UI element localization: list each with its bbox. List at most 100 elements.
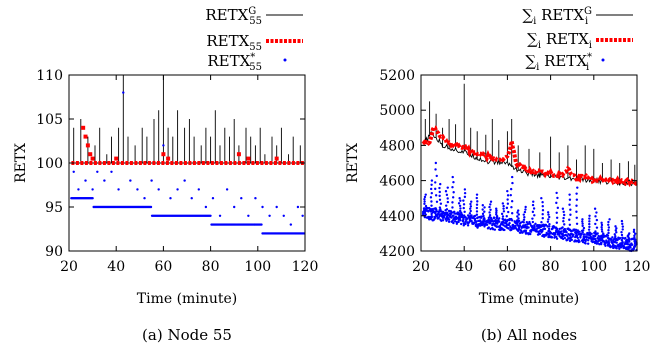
panel-b-series-2-spike-point: [516, 209, 520, 212]
panel-a-series-2-outlier: [289, 223, 293, 226]
panel-b-series-2-spike-point: [510, 175, 514, 179]
panel-b-series-2-point: [560, 230, 563, 233]
panel-b-series-2-spike-point: [621, 222, 624, 226]
panel-b-series-2-spike-point: [581, 220, 584, 223]
panel-b-xtick-label-2: 60: [498, 259, 516, 275]
panel-b-series-2-spike-point: [614, 229, 617, 232]
panel-b-series-2-spike-point: [494, 218, 497, 222]
panel-b-series-2-spike-point: [423, 202, 426, 206]
panel-b-series-2-spike-point: [482, 214, 485, 218]
panel-b-series-2-spike-point: [476, 200, 479, 203]
panel-a-series-1-bump-7: [166, 156, 171, 161]
panel-b-series-2-spike-point: [517, 217, 520, 220]
panel-b-series-2-spike-point: [489, 203, 492, 206]
panel-a-xtick-label-4: 100: [244, 259, 271, 275]
panel-a-series-2-point: [149, 205, 153, 209]
panel-a-series-2-outlier: [268, 214, 271, 217]
panel-b-series-2-point: [624, 236, 627, 240]
panel-b-series-2-spike-point: [594, 215, 597, 218]
panel-b-series-2-spike-point: [531, 210, 535, 214]
panel-b-series-2-spike-point: [575, 210, 578, 213]
panel-b-series-2-spike-point: [568, 193, 571, 196]
panel-b-series-2-point: [428, 206, 431, 210]
panel-b-series-2-spike-point: [506, 189, 509, 193]
panel-b-series-2-spike-point: [483, 206, 486, 209]
panel-b-series-2-spike-point: [555, 221, 559, 224]
panel-b-series-2-point: [514, 224, 517, 228]
panel-b-series-2-spike-point: [555, 211, 558, 215]
legend-b-swatch-3: [601, 58, 605, 62]
panel-b-series-2-spike-point: [489, 200, 493, 203]
panel-b-series-2-spike-point: [452, 191, 455, 194]
panel-b-series-2-spike-point: [516, 223, 519, 226]
panel-b-series-2-spike-point: [595, 226, 599, 229]
panel-b-series-2-spike-point: [532, 200, 535, 203]
panel-b-series-2-spike-point: [475, 206, 479, 210]
panel-b-series-2-spike-point: [500, 212, 504, 216]
panel-b-series-2-spike-point: [469, 219, 472, 222]
legend-a-entry-3: RETX* 55: [207, 52, 262, 73]
panel-b-series-2-spike-point: [438, 186, 441, 190]
panel-b-series-2-point: [452, 214, 455, 217]
panel-b-series-2-spike-point: [509, 218, 513, 221]
panel-b-series-2-spike-point: [495, 209, 498, 212]
panel-b-series-2-spike-point: [439, 214, 443, 217]
panel-b-series-2-spike-point: [488, 219, 492, 222]
panel-b-series-2-spike-point: [431, 208, 434, 212]
panel-b-series-2-spike-point: [575, 198, 579, 201]
panel-b-series-2-point: [566, 235, 569, 238]
panel-b-caption: (b) All nodes: [481, 326, 577, 344]
panel-b-series-2-spike-point: [568, 223, 572, 226]
panel-b-series-2-spike-point: [501, 215, 505, 218]
panel-b-series-2-spike-point: [531, 203, 535, 207]
panel-b-series-2-spike-point: [547, 227, 551, 231]
panel-b-series-2-point: [604, 244, 607, 247]
panel-b-series-2-spike-point: [470, 200, 473, 203]
panel-b-series-2-spike-point: [613, 233, 616, 236]
panel-a-caption: (a) Node 55: [142, 326, 232, 344]
panel-b-xtick-label-1: 40: [455, 259, 473, 275]
panel-b-series-2-spike-point: [576, 186, 579, 189]
panel-b-data: [421, 83, 639, 253]
panel-b-series-2-spike-point: [488, 211, 491, 214]
panel-b-series-2-spike-point: [607, 223, 610, 226]
panel-b-series-2-spike-point: [446, 197, 449, 200]
panel-b-series-2-spike-point: [581, 222, 584, 225]
panel-b-series-2-spike-point: [522, 218, 526, 221]
panel-b-series-2-spike-point: [451, 186, 454, 189]
panel-b-series-2-spike-point: [516, 221, 519, 224]
panel-a-series-1-bump-8: [236, 152, 241, 157]
panel-b-series-2-spike-point: [607, 231, 610, 235]
panel-b-series-2-point: [544, 224, 548, 227]
panel-b-series-2-spike-point: [563, 223, 566, 226]
panel-a-series-1-bump-5: [114, 156, 119, 161]
panel-b-series-2-spike-point: [463, 195, 467, 199]
panel-b-series-2-spike-point: [632, 228, 636, 232]
panel-b-series-2-spike-point: [496, 220, 499, 224]
panel-b-series-2-point: [526, 222, 529, 226]
panel-b-series-2-spike-point: [435, 200, 439, 204]
panel-b-series-2-spike-point: [501, 217, 504, 221]
panel-b-series-2-spike-point: [600, 230, 604, 233]
panel-a-xlabel: Time (minute): [137, 291, 237, 307]
panel-b-series-2-spike-point: [541, 213, 544, 216]
panel-b-ytick-label-2: 4600: [379, 174, 415, 190]
panel-b-series-2-spike-point: [475, 210, 479, 213]
panel-b-series-2-point: [550, 236, 554, 239]
panel-b-series-2-spike-point: [488, 205, 491, 209]
panel-b-series-2-spike-point: [594, 234, 597, 237]
panel-b-series-2-spike-point: [588, 234, 592, 237]
panel-b-series-2-spike-point: [588, 231, 591, 234]
panel-b-xtick-label-4: 100: [580, 259, 607, 275]
panel-b-series-2-spike-point: [546, 211, 550, 214]
panel-b-series-2-spike-point: [628, 232, 631, 235]
panel-b-series-2-spike-point: [506, 223, 509, 226]
panel-b-series-2-point: [457, 220, 460, 224]
panel-b-series-2-spike-point: [574, 234, 578, 238]
panel-b-series-2-spike-point: [621, 228, 624, 231]
panel-b-series-2-spike-point: [489, 216, 493, 220]
panel-b-series-2-point: [629, 246, 632, 249]
panel-a-series-2-outlier: [233, 205, 236, 209]
panel-b-series-2-spike-point: [481, 204, 484, 207]
panel-a-series-2-outlier: [157, 188, 160, 191]
